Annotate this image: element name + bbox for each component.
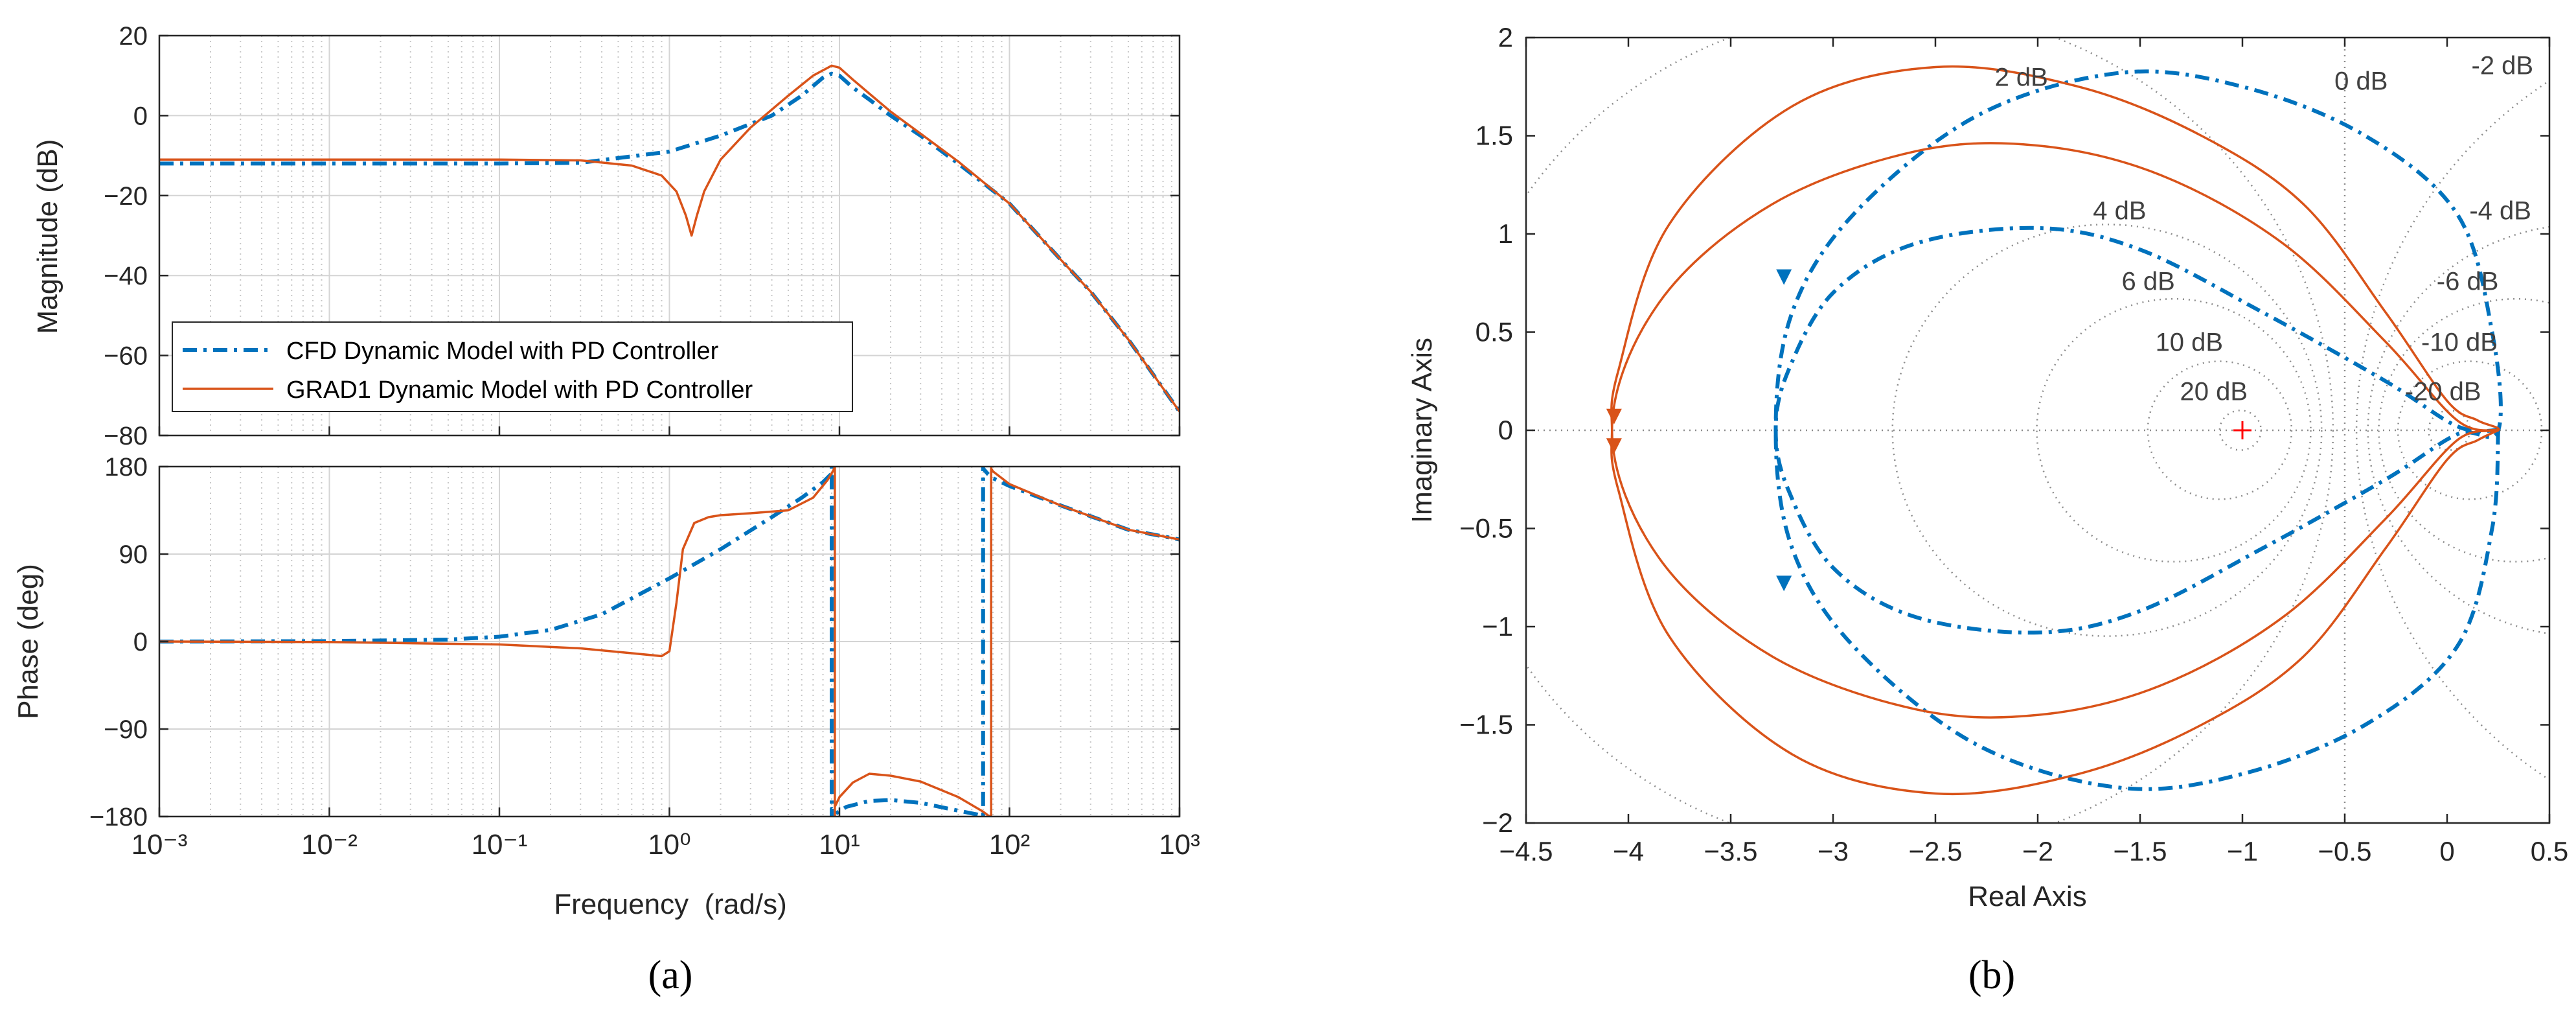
m-circle-label: -10 dB: [2421, 329, 2498, 357]
nyquist-xlabel: Real Axis: [1968, 881, 2086, 912]
y-tick-label: −90: [104, 715, 148, 744]
y-tick-label: 1.5: [1476, 121, 1513, 151]
nyquist-line-grad1: [1610, 65, 2500, 796]
m-circle-label: 10 dB: [2156, 329, 2224, 357]
direction-arrow: [1776, 575, 1792, 592]
series-line-cfd: [159, 71, 1180, 413]
m-circle: [2367, 226, 2549, 635]
frequency-xlabel: Frequency (rad/s): [554, 888, 786, 920]
m-circle: [2036, 297, 2312, 563]
y-tick-label: 0.5: [1476, 317, 1513, 347]
nyquist-y-ticks: 2 1.5 1 0.5 0 −0.5 −1 −1.5 −2: [1459, 22, 2549, 838]
x-tick-label: 10⁻²: [301, 829, 358, 861]
x-tick-label: −4.5: [1499, 836, 1553, 866]
x-tick-label: 0.5: [2531, 836, 2568, 866]
panel-a-label: (a): [648, 953, 693, 997]
m-circle-label: -2 dB: [2472, 51, 2534, 80]
y-tick-label: 1: [1498, 218, 1513, 249]
nyquist-line-cfd: [1773, 69, 2503, 791]
phase-grid: [159, 467, 1180, 817]
phase-ylabel: Phase (deg): [12, 564, 44, 719]
y-tick-label: 2: [1498, 22, 1513, 52]
y-tick-label: −1.5: [1459, 710, 1513, 740]
nyquist-plot-area: [1526, 38, 2549, 823]
m-circle-label: 2 dB: [1995, 64, 2048, 92]
series-line-cfd: [159, 467, 1180, 817]
legend: CFD Dynamic Model with PD Controller GRA…: [172, 321, 853, 412]
y-tick-label: 180: [104, 453, 148, 481]
x-tick-label: −1.5: [2114, 836, 2167, 866]
x-tick-label: 10³: [1159, 829, 1200, 861]
x-tick-label: −3.5: [1704, 836, 1758, 866]
nyquist-ylabel: Imaginary Axis: [1406, 338, 1438, 523]
nyquist-x-ticks: −4.5 −4 −3.5 −3 −2.5 −2 −1.5 −1 −0.5 0 0.5: [1499, 38, 2568, 866]
x-tick-label: −2: [2022, 836, 2053, 866]
y-tick-label: 0: [1498, 415, 1513, 445]
x-tick-label: −0.5: [2318, 836, 2372, 866]
x-tick-label: 10⁻¹: [472, 829, 528, 861]
m-circle-label: 0 dB: [2334, 67, 2388, 96]
y-tick-label: −0.5: [1459, 513, 1513, 544]
m-circle: [1526, 38, 2334, 823]
m-circle: [1891, 224, 2323, 637]
y-tick-label: −20: [104, 182, 148, 211]
y-tick-label: −2: [1482, 807, 1513, 838]
legend-box: [172, 321, 853, 412]
x-tick-label: −2.5: [1909, 836, 1963, 866]
m-circle-label: -20 dB: [2405, 377, 2481, 406]
nyquist-series: [1606, 65, 2503, 796]
y-tick-label: 20: [119, 22, 148, 51]
direction-arrow: [1776, 269, 1792, 285]
y-tick-label: 90: [119, 540, 148, 569]
x-tick-label: −4: [1613, 836, 1644, 866]
x-tick-label: −3: [1818, 836, 1849, 866]
magnitude-series: [159, 64, 1180, 413]
y-tick-label: −60: [104, 342, 148, 371]
x-tick-label: 0: [2439, 836, 2454, 866]
direction-arrow: [1606, 408, 1622, 424]
x-tick-label: 10⁻³: [131, 829, 188, 861]
m-circle-label: -6 dB: [2437, 268, 2499, 296]
panel-b-label: (b): [1968, 953, 2015, 997]
m-circle-label: 20 dB: [2180, 377, 2248, 406]
series-line-grad1: [159, 64, 1180, 413]
magnitude-ylabel: Magnitude (dB): [32, 139, 63, 334]
y-tick-label: −1: [1482, 611, 1513, 642]
y-tick-label: 0: [133, 102, 148, 130]
direction-arrow: [1606, 438, 1622, 454]
magnitude-plot: 20 0 −20 −40 −60 −80 Magnitude (dB) CFD Dynam…: [32, 22, 1181, 450]
m-circle-label: -4 dB: [2469, 197, 2531, 226]
m-circle-label: 6 dB: [2121, 268, 2174, 296]
m-circle-label: 4 dB: [2093, 197, 2146, 226]
y-tick-label: −80: [104, 422, 148, 450]
m-circle: [2147, 360, 2293, 500]
m-circle-labels: 20 dB 10 dB 6 dB 4 dB 2 dB -2 dB -4 dB -6 dB -10…: [1995, 51, 2534, 406]
legend-label-cfd: CFD Dynamic Model with PD Controller: [286, 338, 719, 365]
x-tick-label: 10²: [989, 829, 1031, 861]
y-tick-label: −40: [104, 262, 148, 290]
x-tick-label: −1: [2227, 836, 2258, 866]
phase-x-ticks: 10⁻³ 10⁻² 10⁻¹ 10⁰ 10¹ 10² 10³: [131, 426, 1200, 861]
m-circle: [2378, 298, 2549, 562]
legend-label-grad1: GRAD1 Dynamic Model with PD Controller: [286, 377, 753, 404]
x-tick-label: 10¹: [819, 829, 860, 861]
phase-plot: 180 90 0 −90 −180 10⁻³ 10⁻² 10⁻¹ 10⁰ 10¹ 10² 10³ P…: [12, 426, 1200, 920]
magnitude-y-ticks: 20 0 −20 −40 −60 −80: [104, 22, 1180, 450]
x-tick-label: 10⁰: [648, 829, 691, 861]
phase-y-ticks: 180 90 0 −90 −180: [89, 453, 1180, 831]
y-tick-label: 0: [133, 628, 148, 656]
y-tick-label: −180: [89, 803, 148, 831]
